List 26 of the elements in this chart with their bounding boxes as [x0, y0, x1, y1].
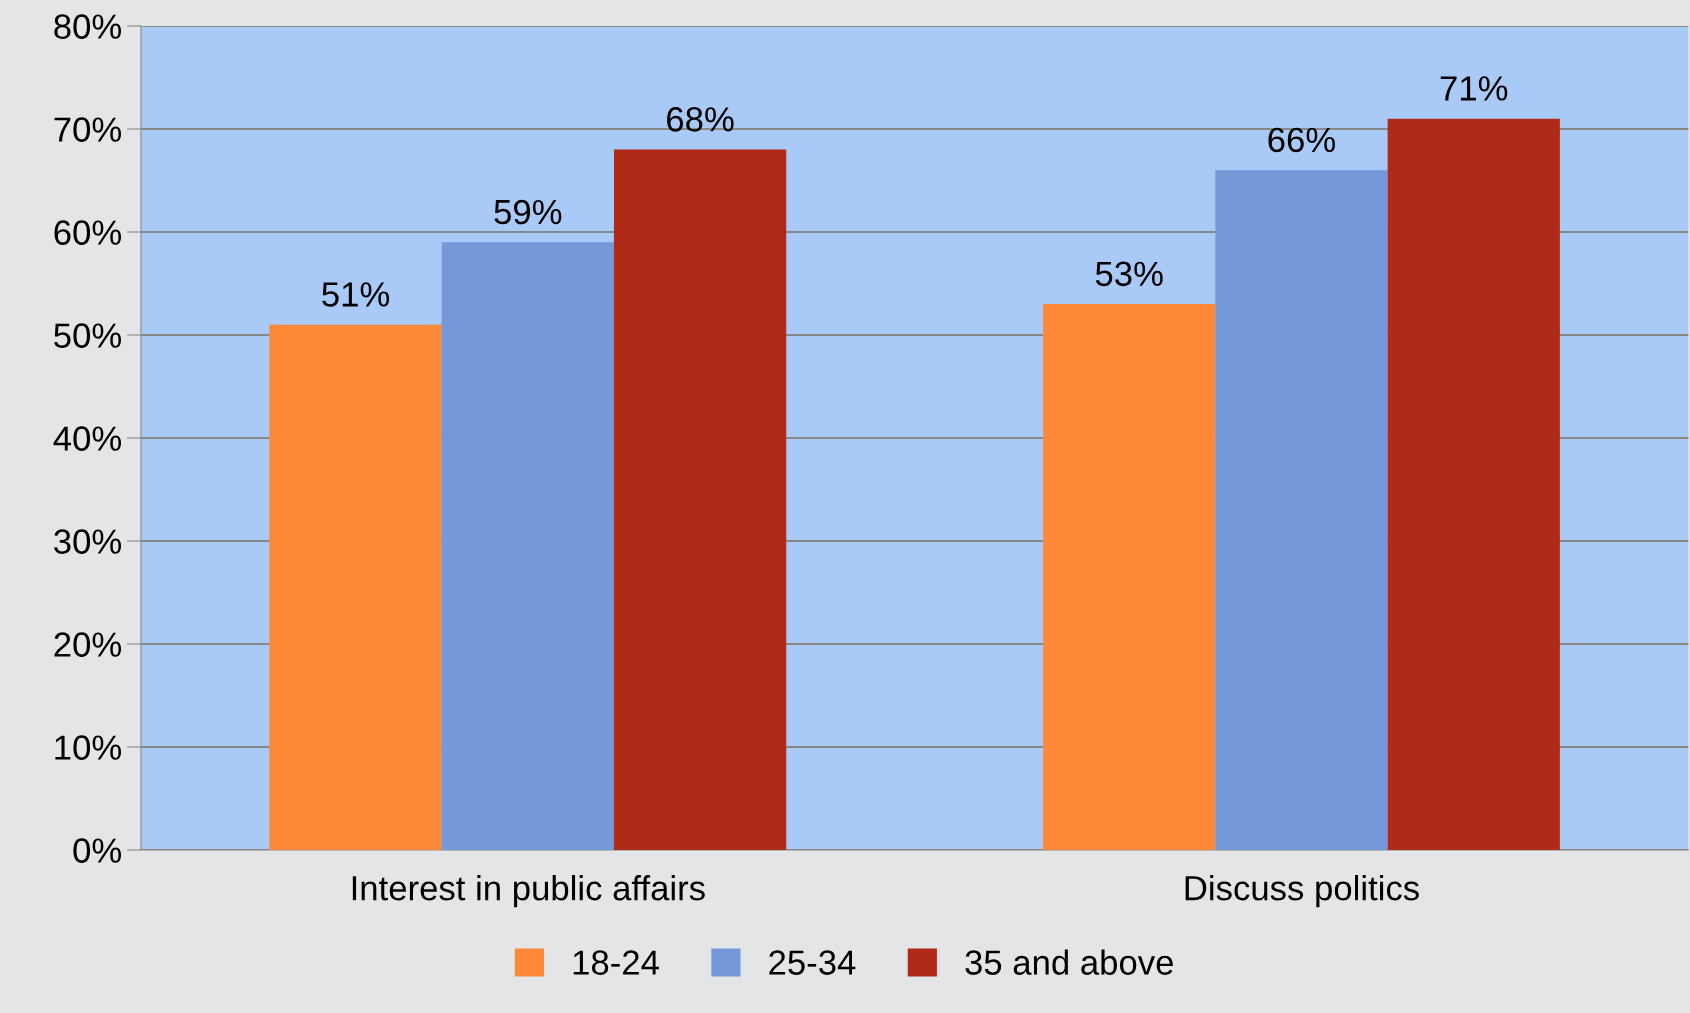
data-label: 59%	[494, 199, 562, 225]
y-tick-label: 80%	[54, 14, 122, 39]
data-label: 53%	[1095, 261, 1163, 287]
bar	[1215, 170, 1388, 850]
data-label: 51%	[322, 282, 390, 307]
bar	[1387, 118, 1560, 850]
bar	[269, 324, 442, 850]
y-tick-label: 50%	[54, 323, 122, 348]
y-tick-label: 20%	[54, 632, 122, 657]
y-tick-label: 10%	[55, 735, 122, 760]
bar	[1043, 304, 1216, 850]
y-tick-label: 40%	[53, 426, 122, 451]
y-tick-label: 30%	[54, 529, 122, 554]
data-label: 66%	[1268, 127, 1335, 153]
legend-label: 25-34	[769, 950, 856, 975]
y-tick-label: 70%	[54, 117, 122, 142]
y-tick-label: 60%	[54, 220, 122, 245]
bar	[441, 242, 614, 850]
x-tick-label: Discuss politics	[1185, 875, 1419, 908]
bar	[613, 149, 787, 850]
y-tick-label: 0%	[73, 838, 122, 863]
legend-label: 18-24	[573, 950, 659, 975]
data-label: 68%	[667, 107, 734, 132]
data-label: 71%	[1440, 76, 1508, 101]
x-tick-label: Interest in public affairs	[352, 875, 705, 908]
legend-label: 35 and above	[965, 949, 1173, 975]
